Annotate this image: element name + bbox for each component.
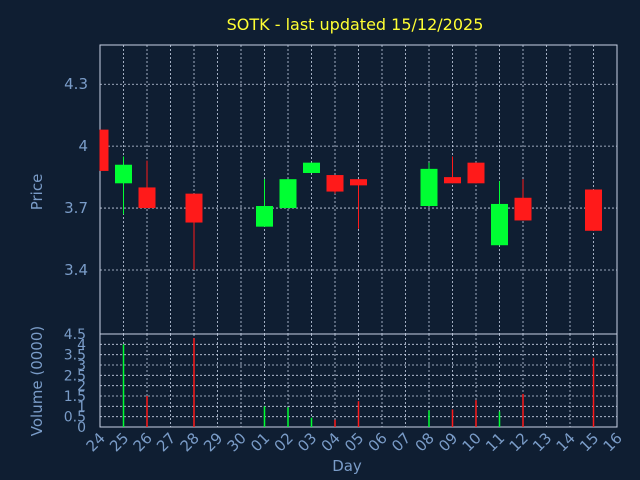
x-tick-label: 06 [365, 429, 391, 455]
x-tick-label: 12 [506, 429, 532, 455]
candle-body [185, 193, 203, 223]
volume-axis-label: Volume (0000) [28, 326, 46, 436]
x-tick-label: 08 [412, 429, 438, 455]
x-tick-label: 11 [482, 429, 508, 455]
x-tick-label: 15 [576, 429, 602, 455]
price-panel: 3.4 3.7 4 4.3 [64, 44, 618, 335]
candle-body [303, 162, 320, 173]
x-tick-label: 27 [153, 429, 179, 455]
candle-body [256, 206, 273, 227]
candle-body [115, 164, 132, 184]
candle-body [514, 197, 532, 221]
x-tick-label: 01 [247, 429, 273, 455]
candle-body [138, 187, 156, 209]
chart-title: SOTK - last updated 15/12/2025 [227, 15, 484, 34]
candle-body [491, 203, 508, 246]
price-tick-label: 3.4 [64, 261, 88, 279]
candle-body [444, 177, 461, 184]
x-tick-label: 29 [200, 429, 226, 455]
price-tick-label: 4 [78, 137, 88, 155]
x-tick-label: 07 [388, 429, 414, 455]
x-axis: 2425262728293001020304050607080910111213… [83, 429, 626, 455]
volume-panel: 00.511.522.533.544.5 [64, 327, 618, 436]
x-axis-label: Day [332, 457, 362, 475]
x-tick-label: 28 [177, 429, 203, 455]
x-tick-label: 26 [130, 429, 156, 455]
volume-tick-label: 2.5 [64, 368, 86, 384]
price-axis-label: Price [28, 174, 46, 211]
candle-body [467, 162, 485, 184]
volume-tick-label: 0.5 [64, 410, 86, 426]
x-tick-label: 30 [224, 429, 250, 455]
volume-tick-label: 0 [77, 420, 86, 436]
candle-body [420, 168, 438, 207]
x-tick-label: 14 [553, 429, 579, 455]
candle-body [100, 129, 109, 171]
x-tick-label: 16 [600, 429, 626, 455]
candle-body [279, 179, 297, 209]
x-tick-label: 04 [318, 429, 344, 455]
x-tick-label: 09 [435, 429, 461, 455]
price-tick-label: 4.3 [64, 75, 88, 93]
x-tick-label: 24 [83, 429, 109, 455]
x-tick-label: 03 [294, 429, 320, 455]
x-tick-label: 13 [529, 429, 555, 455]
volume-tick-label: 4.5 [64, 327, 86, 343]
volume-tick-label: 4 [77, 337, 86, 353]
volume-tick-label: 1.5 [64, 389, 86, 405]
price-tick-label: 3.7 [64, 199, 88, 217]
x-tick-label: 02 [271, 429, 297, 455]
volume-tick-label: 3 [77, 358, 86, 374]
x-tick-label: 05 [341, 429, 367, 455]
volume-tick-label: 3.5 [64, 348, 86, 364]
x-tick-label: 10 [459, 429, 485, 455]
candle-body [326, 175, 344, 192]
candle-body [585, 189, 602, 231]
volume-tick-label: 2 [77, 379, 86, 395]
volume-tick-label: 1 [77, 399, 86, 415]
x-tick-label: 25 [106, 429, 132, 455]
candle-body [350, 179, 367, 186]
